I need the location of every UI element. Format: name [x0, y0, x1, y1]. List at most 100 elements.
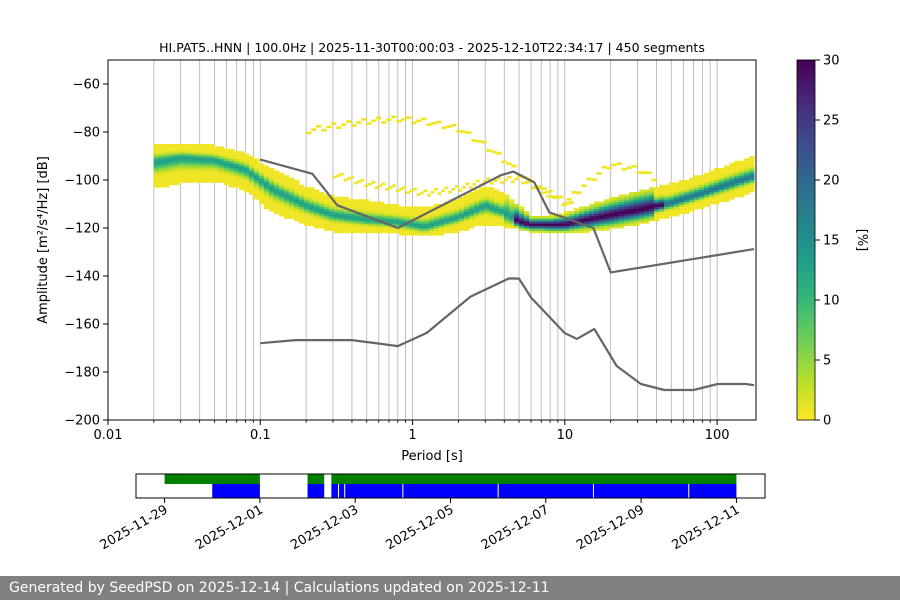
psd-cell [504, 208, 510, 212]
psd-cell [168, 180, 175, 183]
psd-cell [423, 216, 430, 219]
psd-cell [283, 201, 290, 205]
psd-cell [524, 216, 530, 219]
psd-cell [594, 211, 600, 214]
psd-cell [428, 232, 435, 236]
psd-cell [243, 187, 250, 190]
psd-cell [504, 218, 510, 222]
psd-cell [238, 168, 245, 171]
psd-cell [228, 184, 235, 188]
psd-cell [283, 180, 290, 183]
psd-cell [499, 201, 505, 205]
psd-cell [193, 146, 200, 150]
psd-outlier-cell [559, 195, 564, 199]
psd-cell [699, 184, 705, 188]
psd-cell [529, 228, 535, 231]
psd-cell [228, 165, 235, 169]
psd-outlier-cell [552, 196, 557, 200]
psd-cell [393, 230, 400, 234]
psd-cell [438, 208, 445, 212]
psd-cell [268, 189, 275, 193]
psd-cell [328, 199, 335, 202]
psd-cell [193, 148, 200, 152]
psd-cell [534, 218, 540, 222]
psd-cell [158, 144, 165, 147]
psd-cell [624, 201, 630, 205]
psd-cell [473, 220, 480, 224]
psd-cell [749, 172, 755, 176]
psd-cell [408, 220, 415, 224]
psd-cell [594, 201, 600, 205]
psd-cell [494, 192, 500, 195]
psd-cell [699, 194, 705, 198]
psd-cell [413, 213, 420, 217]
psd-cell [178, 160, 185, 164]
psd-cell [413, 220, 420, 224]
psd-cell [614, 216, 620, 219]
psd-cell [729, 182, 735, 186]
psd-cell [709, 194, 715, 198]
data-availability-timeline [164, 474, 737, 498]
psd-cell [629, 208, 635, 212]
psd-cell [188, 160, 195, 164]
psd-cell [594, 204, 600, 207]
psd-cell [408, 225, 415, 229]
psd-cell [689, 201, 695, 205]
psd-cell [403, 225, 410, 229]
psd-cell [463, 228, 470, 231]
psd-cell [158, 153, 165, 157]
colorbar [796, 59, 816, 421]
psd-cell [594, 225, 600, 229]
psd-cell [223, 177, 230, 181]
psd-cell [263, 199, 270, 202]
psd-cell [549, 220, 555, 224]
timeline-ticks: 2025-11-29 2025-12-01 2025-12-03 2025-12-05… [98, 498, 742, 553]
psd-cell [368, 206, 375, 210]
psd-cell [499, 208, 505, 212]
psd-cell [253, 170, 260, 174]
psd-cell [734, 170, 740, 174]
psd-cell [539, 218, 545, 222]
psd-cell [358, 211, 365, 214]
psd-cell [243, 172, 250, 176]
psd-cell [554, 225, 560, 229]
psd-cell [348, 216, 355, 219]
psd-cell [489, 220, 495, 224]
timeline-tick-label: 2025-12-07 [479, 502, 552, 553]
psd-cell [709, 184, 715, 188]
psd-cell [463, 199, 470, 202]
psd-cell [714, 180, 720, 183]
psd-cell [714, 199, 720, 202]
psd-cell [283, 184, 290, 188]
psd-cell [473, 201, 480, 205]
psd-cell [203, 146, 210, 150]
psd-outlier-cell [409, 189, 414, 193]
psd-outlier-cell [461, 185, 466, 189]
psd-cell [258, 172, 265, 176]
psd-cell [298, 206, 305, 210]
psd-cell [499, 199, 505, 202]
psd-cell [258, 175, 265, 178]
psd-cell [303, 204, 310, 207]
psd-cell [323, 220, 330, 224]
psd-cell [468, 194, 475, 198]
psd-cell [694, 187, 700, 190]
psd-cell [514, 204, 520, 207]
psd-cell [674, 194, 680, 198]
psd-cell [168, 146, 175, 150]
psd-cell [524, 218, 530, 222]
psd-cell [484, 189, 490, 193]
psd-cell [418, 216, 425, 219]
psd-cell [749, 180, 755, 183]
psd-cell [153, 184, 160, 188]
psd-cell [303, 201, 310, 205]
psd-cell [373, 204, 380, 207]
psd-cell [629, 206, 635, 210]
psd-cell [248, 177, 255, 181]
psd-cell [674, 206, 680, 210]
psd-cell [198, 168, 205, 171]
psd-cell [659, 199, 665, 202]
psd-cell [193, 151, 200, 154]
psd-cell [203, 163, 210, 166]
psd-outlier-cell [468, 186, 473, 190]
